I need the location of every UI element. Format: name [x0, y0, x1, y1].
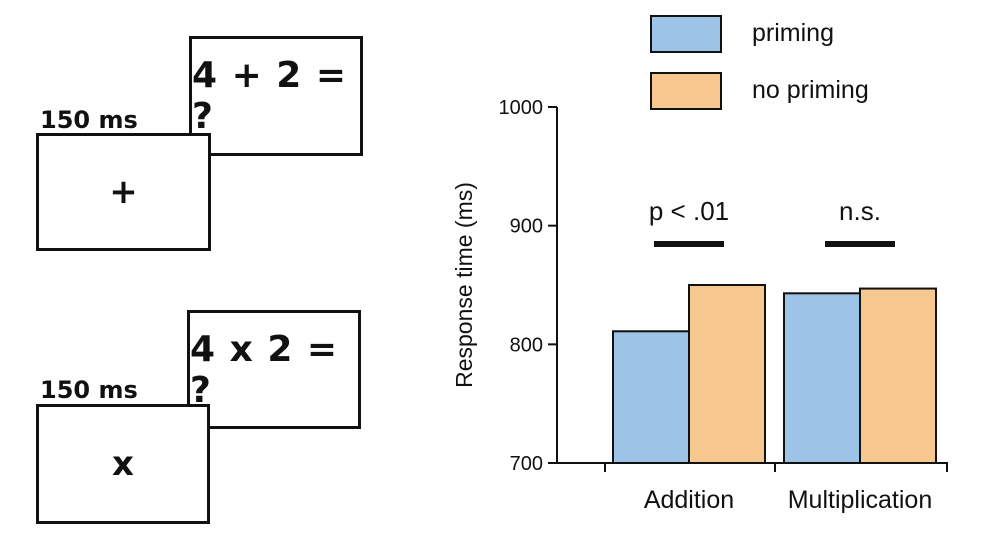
- duration-label: 150 ms: [40, 106, 138, 134]
- legend-label: priming: [752, 19, 834, 47]
- fixation-symbol: +: [109, 172, 138, 212]
- bar-priming-multiplication: [783, 292, 861, 464]
- y-tick-label: 1000: [499, 97, 544, 119]
- problem-text: 4 x 2 = ?: [190, 328, 339, 411]
- x-category-label: Multiplication: [788, 486, 933, 514]
- significance-label: p < .01: [649, 196, 729, 226]
- legend-label: no priming: [752, 76, 869, 104]
- problem-screen-multiplication: 4 x 2 = ?: [187, 310, 361, 429]
- trial-diagram: 4 + 2 = ? + 150 ms 4 x 2 = ? x 150 ms: [0, 0, 440, 554]
- legend-swatch-priming: [650, 15, 722, 53]
- significance-label: n.s.: [839, 196, 881, 226]
- y-tick-label: 900: [510, 216, 543, 238]
- problem-screen-addition: 4 + 2 = ?: [189, 36, 363, 156]
- duration-label: 150 ms: [40, 376, 138, 404]
- response-time-bar-chart: 700 800 900 1000 Response time (ms) Addition M…: [451, 15, 948, 514]
- fixation-symbol: x: [112, 444, 134, 484]
- y-axis-label: Response time (ms): [451, 182, 477, 388]
- bar-no-priming-addition: [688, 284, 766, 464]
- fixation-screen-plus: +: [36, 133, 211, 251]
- bar-priming-addition: [612, 330, 690, 464]
- legend-swatch-no-priming: [650, 72, 722, 110]
- x-category-label: Addition: [644, 486, 734, 514]
- y-tick-label: 700: [510, 453, 543, 475]
- problem-text: 4 + 2 = ?: [192, 55, 348, 137]
- fixation-screen-x: x: [36, 404, 210, 524]
- y-tick-label: 800: [510, 334, 543, 356]
- bar-no-priming-multiplication: [859, 287, 937, 464]
